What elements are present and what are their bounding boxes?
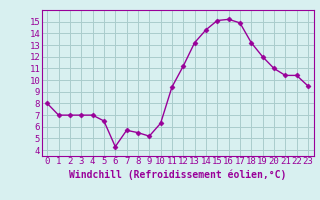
X-axis label: Windchill (Refroidissement éolien,°C): Windchill (Refroidissement éolien,°C) <box>69 169 286 180</box>
